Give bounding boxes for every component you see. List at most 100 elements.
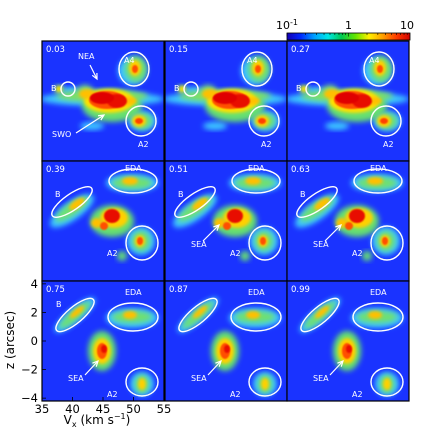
panel-annotations: A4 A2 B (174, 51, 280, 149)
region-ellipse (51, 186, 93, 218)
region-ellipse (248, 225, 282, 261)
panel-label: 0.63 (291, 165, 310, 175)
emission-blob (362, 251, 372, 261)
region-label-sea: SEA (313, 374, 329, 383)
emission-blob (138, 378, 146, 390)
panel-emission (54, 297, 158, 396)
annotation-arrow (324, 224, 342, 242)
region-label-sea: SEA (191, 240, 207, 249)
region-label-swo: SWO (52, 130, 71, 139)
emission-blob (100, 222, 108, 230)
region-ellipse (248, 105, 280, 137)
region-ellipse (241, 51, 273, 87)
colorbar: 10-1 1 10 (276, 18, 414, 41)
region-label-a2: A2 (352, 249, 363, 258)
y-tick-label: −4 (21, 391, 38, 405)
emission-blob (192, 197, 208, 211)
axes: 35 40 45 50 55 4 2 0 −2 −4 z (arcsec) Vx (km s−1… (3, 277, 171, 429)
region-label-eda: EDA (248, 288, 265, 297)
region-ellipse (370, 225, 404, 261)
region-label-a4: A4 (247, 56, 258, 65)
region-label-b: B (56, 300, 62, 309)
colorbar-tick-labels: 10-1 1 10 (276, 18, 414, 32)
emission-blob (240, 251, 250, 261)
panel-annotations: A4 A2 B (296, 51, 402, 149)
panel-label: 0.75 (46, 285, 65, 295)
region-ellipse (305, 81, 321, 97)
channel-panel: EDA A2 B SEA 0.51 (164, 160, 288, 282)
x-tick-label: 35 (35, 402, 50, 416)
panel-emission (299, 297, 403, 396)
panel-label: 0.15 (169, 45, 188, 55)
region-label-a4: A4 (369, 56, 380, 65)
y-tick-label: 0 (31, 334, 38, 348)
region-ellipse (118, 51, 150, 87)
emission-blob (132, 65, 138, 73)
panel-label: 0.39 (46, 165, 65, 175)
panel-annotations: EDA A2 B SEA (296, 164, 404, 261)
panel-label: 0.87 (169, 285, 188, 295)
annotation-arrow (89, 64, 98, 80)
region-ellipse (125, 225, 159, 261)
colorbar-tick-label: 10 (400, 19, 414, 32)
emission-blob (203, 122, 227, 130)
emission-blob (117, 251, 127, 261)
y-tick-labels: 4 2 0 −2 −4 (21, 277, 46, 405)
emission-blob (246, 311, 260, 319)
region-label-a2: A2 (352, 390, 363, 399)
region-ellipse (353, 168, 403, 194)
emission-blob (213, 92, 237, 104)
emission-blob (91, 218, 103, 228)
panel-label: 0.03 (46, 45, 65, 55)
emission-blob (258, 118, 266, 124)
channel-panel: EDA A2 B SEA 0.63 (286, 160, 410, 282)
y-tick-label: 2 (31, 305, 38, 319)
region-ellipse (108, 168, 158, 194)
region-label-a2: A2 (261, 140, 272, 149)
emission-blob (122, 177, 138, 185)
emission-blob (224, 345, 230, 353)
emission-blob (377, 65, 383, 73)
emission-blob (90, 92, 114, 104)
annotation-arrowhead (213, 224, 220, 231)
region-ellipse (231, 168, 281, 194)
x-axis-label-part: (km s (77, 413, 114, 427)
panel-annotations: EDA A2 SEA (300, 288, 404, 399)
x-tick-label: 45 (96, 402, 111, 416)
annotation-arrow (84, 360, 99, 376)
region-label-a2: A2 (230, 249, 241, 258)
x-tick-label: 50 (126, 402, 141, 416)
x-tick-label: 55 (157, 402, 172, 416)
region-label-b: B (296, 84, 302, 93)
region-ellipse (178, 297, 218, 333)
colorbar-tick-exponent: -1 (290, 18, 298, 27)
x-tick-label: 40 (65, 402, 80, 416)
emission-blob (314, 305, 330, 319)
channel-panel: A4 A2 B NEA SWO 0.03 (41, 40, 165, 162)
annotation-arrow (329, 360, 344, 376)
region-ellipse (174, 186, 216, 218)
x-axis-label-part: −1 (114, 412, 126, 421)
emission-blob (345, 222, 353, 230)
emission-blob (227, 209, 243, 223)
region-label-a2: A2 (383, 140, 394, 149)
emission-blob (383, 378, 391, 390)
emission-blob (335, 92, 359, 104)
emission-blob (367, 177, 383, 185)
channel-panel: A4 A2 B 0.27 (286, 40, 410, 162)
region-label-b: B (51, 84, 57, 93)
channel-panel: EDA A2 SEA 0.87 (164, 280, 288, 402)
channel-panel: A4 A2 B 0.15 (164, 40, 288, 162)
emission-blob (80, 122, 104, 130)
emission-blob (135, 118, 143, 124)
y-tick-label: 4 (31, 277, 38, 291)
colorbar-tick-label: 10-1 (276, 18, 298, 32)
region-label-eda: EDA (370, 164, 387, 173)
region-ellipse (107, 302, 159, 332)
x-tick-labels: 35 40 45 50 55 (35, 397, 172, 416)
y-axis-label: z (arcsec) (3, 311, 17, 369)
region-ellipse (60, 81, 76, 97)
colorbar-tick-base: 10 (400, 19, 414, 32)
emission-blob (192, 305, 208, 319)
